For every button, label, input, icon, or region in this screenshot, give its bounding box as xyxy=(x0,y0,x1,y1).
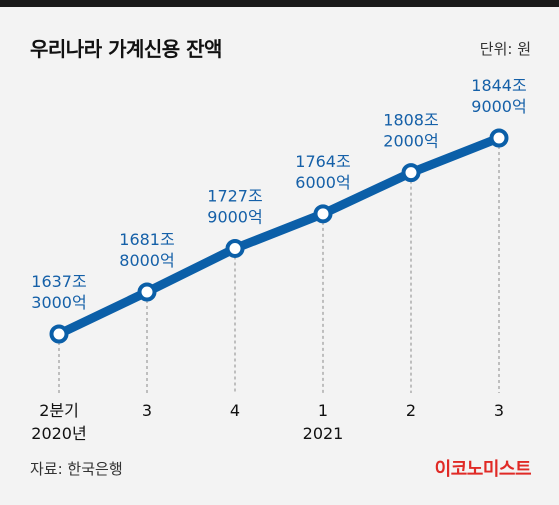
top-rule xyxy=(0,0,559,7)
x-tick-label: 4 xyxy=(230,401,240,420)
x-year-label: 2021 xyxy=(303,424,344,443)
value-label: 1637조 xyxy=(31,272,86,291)
value-label: 9000억 xyxy=(471,97,526,116)
value-label: 9000억 xyxy=(207,207,262,226)
value-label: 1727조 xyxy=(207,186,262,205)
value-label: 3000억 xyxy=(31,293,86,312)
unit-label: 단위: 원 xyxy=(479,40,531,58)
chart-title: 우리나라 가계신용 잔액 xyxy=(30,37,222,61)
x-tick-label: 2 xyxy=(406,401,416,420)
data-point xyxy=(489,128,509,148)
data-point xyxy=(225,238,245,258)
x-tick-label: 1 xyxy=(318,401,328,420)
value-label: 8000억 xyxy=(119,251,174,270)
x-year-label: 2020년 xyxy=(31,424,86,443)
value-label: 1808조 xyxy=(383,111,438,130)
x-tick-label: 3 xyxy=(142,401,152,420)
x-tick-label: 2분기 xyxy=(39,401,79,420)
data-point xyxy=(137,282,157,302)
value-label: 1844조 xyxy=(471,76,526,95)
source-note: 자료: 한국은행 xyxy=(30,460,123,478)
value-label: 1764조 xyxy=(295,152,350,171)
x-axis-labels: 2분기 3 4 1 2 3 2020년 2021 xyxy=(31,401,504,443)
series-polyline xyxy=(54,133,504,339)
data-point xyxy=(401,163,421,183)
brand-logo: 이코노미스트 xyxy=(434,459,532,480)
x-tick-label: 3 xyxy=(494,401,504,420)
value-label: 2000억 xyxy=(383,132,438,151)
value-labels: 1637조 3000억 1681조 8000억 1727조 9000억 1764조 6000억… xyxy=(31,76,526,312)
value-label: 1681조 xyxy=(119,230,174,249)
value-label: 6000억 xyxy=(295,173,350,192)
data-point xyxy=(49,324,69,344)
guide-lines xyxy=(58,146,500,393)
data-points xyxy=(49,128,509,344)
series-line xyxy=(54,133,504,339)
data-point xyxy=(313,204,333,224)
